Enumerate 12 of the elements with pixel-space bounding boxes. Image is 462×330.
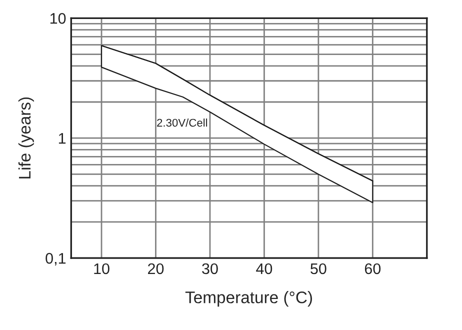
x-tick-label: 10 [94,263,110,274]
annotation: 2.30V/Cell [157,118,208,127]
y-tick-label: 10 [50,13,66,24]
x-axis-title: Temperature (°C) [185,291,312,307]
x-tick-label: 40 [256,263,272,274]
x-tick-label: 30 [202,263,218,274]
y-tick-label: 1 [58,133,66,144]
x-tick-label: 20 [148,263,164,274]
x-tick-label: 50 [310,263,326,274]
x-tick-label: 60 [364,263,381,274]
y-tick-label: 0,1 [46,252,66,266]
y-axis-title: Life (years) [18,97,34,178]
